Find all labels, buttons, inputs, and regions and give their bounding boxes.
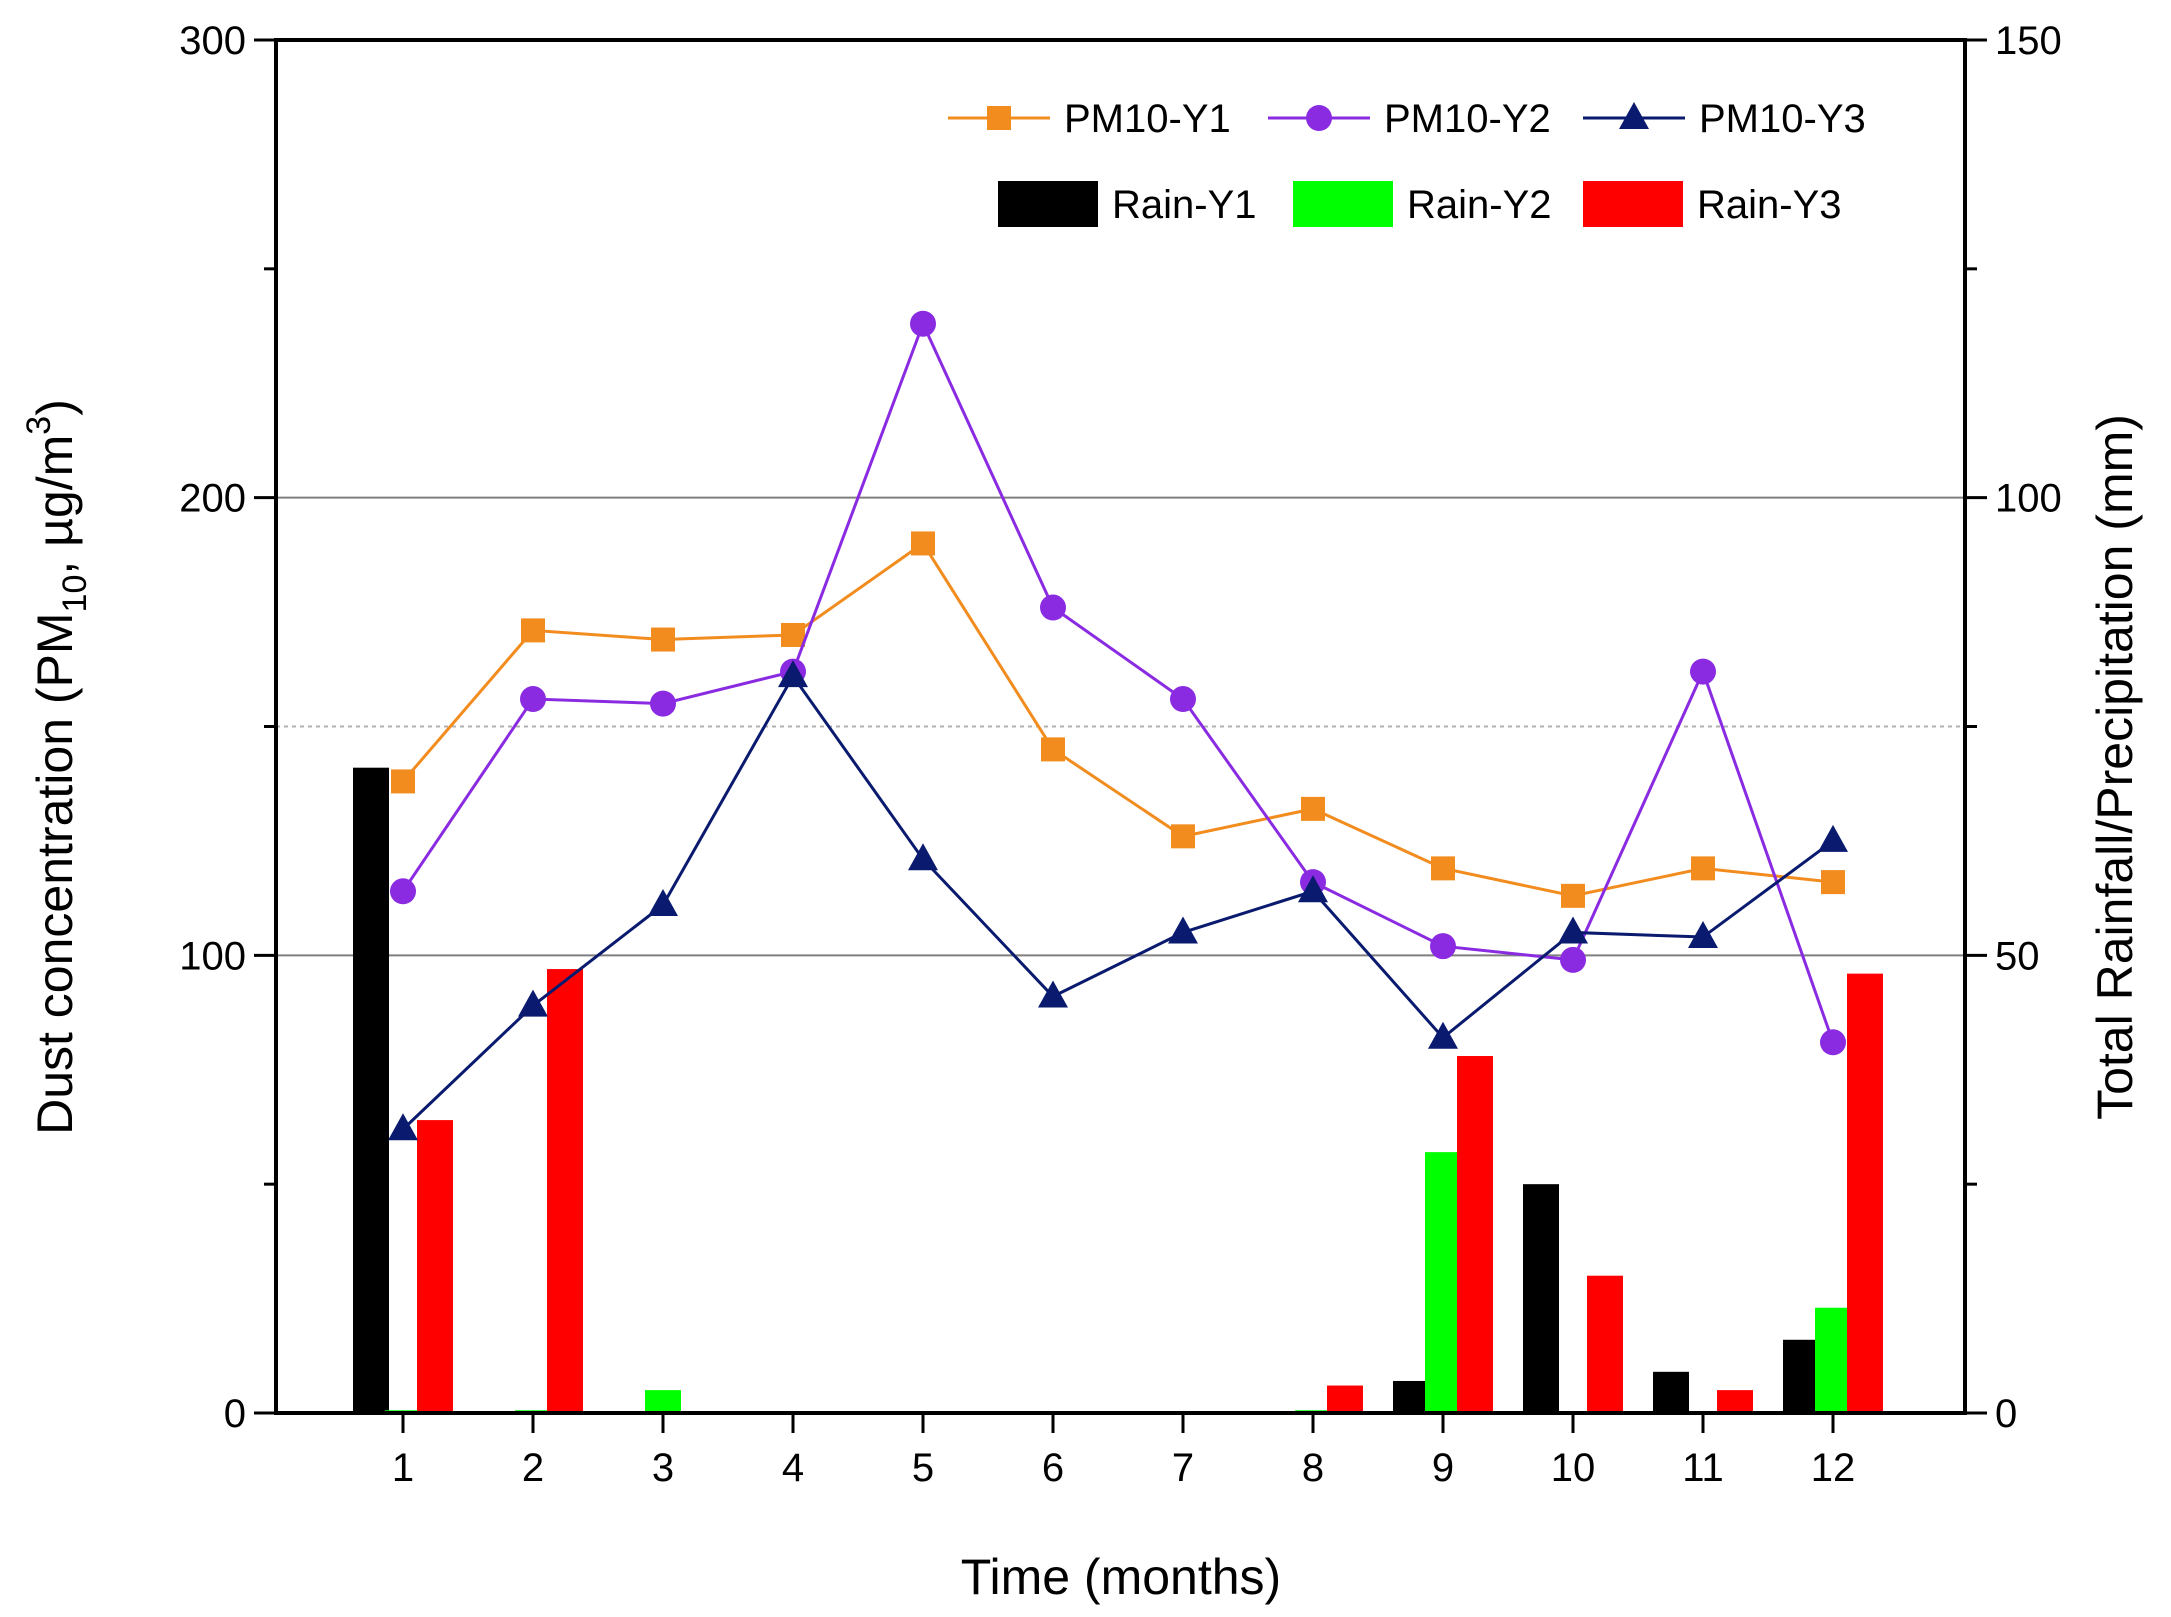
y-left-tick-label: 100: [179, 934, 246, 978]
bar-rain-y3-month-9: [1457, 1056, 1493, 1413]
y-right-tick-label: 50: [1995, 934, 2040, 978]
point-pm10-y3-month-11: [1688, 921, 1718, 949]
point-pm10-y1-month-4: [781, 622, 805, 647]
x-tick-label: 11: [1682, 1446, 1724, 1490]
line-pm10-y3: [401, 673, 1834, 1131]
legend-swatch-rain-y3: [1583, 181, 1683, 227]
point-pm10-y2-month-6: [1040, 594, 1066, 621]
bar-rain-y3-month-11: [1717, 1390, 1753, 1413]
y-axis-left-title: Dust concentration (PM10, µg/m3): [20, 399, 94, 1135]
point-pm10-y1-month-3: [651, 627, 675, 652]
y-right-tick-label: 0: [1995, 1392, 2017, 1436]
point-pm10-y1-month-2: [521, 618, 545, 643]
bar-rain-y1-month-10: [1523, 1184, 1559, 1413]
x-axis-title: Time (months): [961, 1549, 1281, 1605]
point-pm10-y3-month-8: [1298, 875, 1328, 903]
x-tick-label: 4: [782, 1446, 804, 1490]
point-pm10-y3-month-10: [1558, 916, 1588, 944]
point-pm10-y1-month-9: [1431, 856, 1455, 881]
point-pm10-y1-month-1: [391, 769, 415, 794]
legend-label-pm10-y3: PM10-Y3: [1699, 97, 1866, 141]
legend-swatch-rain-y2: [1293, 181, 1393, 227]
bar-rain-y3-month-12: [1847, 973, 1883, 1413]
grid-layer: [276, 496, 1965, 957]
point-pm10-y3-month-2: [518, 989, 548, 1017]
point-pm10-y1-month-11: [1691, 856, 1715, 881]
legend-marker-pm10-y1: [987, 106, 1011, 130]
x-tick-label: 12: [1811, 1446, 1856, 1490]
legend-label-rain-y1: Rain-Y1: [1112, 183, 1257, 227]
point-pm10-y3-month-9: [1428, 1021, 1458, 1049]
line-pm10-y2: [401, 319, 1835, 1043]
bar-rain-y3-month-1: [417, 1120, 453, 1413]
x-tick-label: 9: [1432, 1446, 1454, 1490]
x-tick-label: 1: [392, 1446, 414, 1490]
legend-label-rain-y2: Rain-Y2: [1407, 183, 1552, 227]
bar-rain-y3-month-2: [547, 969, 583, 1413]
point-pm10-y1-month-12: [1821, 870, 1845, 895]
point-pm10-y2-month-7: [1170, 686, 1196, 713]
point-pm10-y1-month-7: [1171, 824, 1195, 849]
bar-rain-y1-month-12: [1783, 1339, 1819, 1413]
point-pm10-y3-month-3: [648, 888, 678, 916]
point-pm10-y1-month-6: [1041, 737, 1065, 762]
point-pm10-y2-month-11: [1690, 658, 1716, 685]
legend-marker-pm10-y3: [1619, 102, 1649, 129]
point-pm10-y3-month-1: [388, 1113, 418, 1141]
point-pm10-y2-month-9: [1430, 933, 1456, 960]
bar-rain-y3-month-10: [1587, 1275, 1623, 1413]
y-axis-right-title: Total Rainfall/Precipitation (mm): [2087, 414, 2143, 1120]
x-tick-label: 6: [1042, 1446, 1064, 1490]
x-tick-label: 5: [912, 1446, 934, 1490]
x-tick-label: 8: [1302, 1446, 1324, 1490]
point-pm10-y1-month-5: [911, 531, 935, 556]
point-pm10-y3-month-12: [1818, 824, 1848, 852]
legend: PM10-Y1 PM10-Y2 PM10-Y3 Rain-Y1 Rain-Y2 Rain-…: [948, 97, 1866, 227]
point-pm10-y1-month-10: [1561, 883, 1585, 908]
point-pm10-y2-month-12: [1820, 1029, 1846, 1056]
x-tick-label: 2: [522, 1446, 544, 1490]
legend-label-pm10-y2: PM10-Y2: [1384, 97, 1551, 141]
line-pm10-y1: [401, 541, 1834, 898]
y-left-tick-label: 0: [224, 1392, 246, 1436]
legend-label-rain-y3: Rain-Y3: [1697, 183, 1842, 227]
bar-rain-y2-month-12: [1815, 1307, 1851, 1413]
legend-swatch-rain-y1: [998, 181, 1098, 227]
point-pm10-y2-month-1: [390, 878, 416, 905]
legend-marker-pm10-y2: [1306, 105, 1332, 131]
bar-rain-y1-month-9: [1393, 1380, 1429, 1413]
bar-rain-y2-month-3: [645, 1390, 681, 1413]
point-pm10-y2-month-10: [1560, 946, 1586, 973]
y-right-tick-label: 100: [1995, 477, 2062, 521]
y-left-tick-label: 300: [179, 19, 246, 63]
x-tick-label: 7: [1172, 1446, 1194, 1490]
x-tick-label: 3: [652, 1446, 674, 1490]
point-pm10-y3-month-5: [908, 843, 938, 871]
y-left-tick-label: 200: [179, 477, 246, 521]
point-pm10-y3-month-6: [1038, 980, 1068, 1008]
point-pm10-y3-month-7: [1168, 916, 1198, 944]
bar-rain-y2-month-9: [1425, 1152, 1461, 1413]
bar-rain-y3-month-8: [1327, 1385, 1363, 1413]
point-pm10-y2-month-3: [650, 690, 676, 717]
point-pm10-y1-month-8: [1301, 796, 1325, 821]
bar-rain-y1-month-1: [353, 767, 389, 1413]
line-layer: [388, 310, 1848, 1141]
y-right-tick-label: 150: [1995, 19, 2062, 63]
point-pm10-y2-month-2: [520, 686, 546, 713]
x-tick-label: 10: [1551, 1446, 1596, 1490]
legend-label-pm10-y1: PM10-Y1: [1064, 97, 1231, 141]
point-pm10-y3-month-4: [778, 660, 808, 688]
bar-rain-y1-month-11: [1653, 1371, 1689, 1413]
point-pm10-y2-month-5: [910, 310, 936, 337]
